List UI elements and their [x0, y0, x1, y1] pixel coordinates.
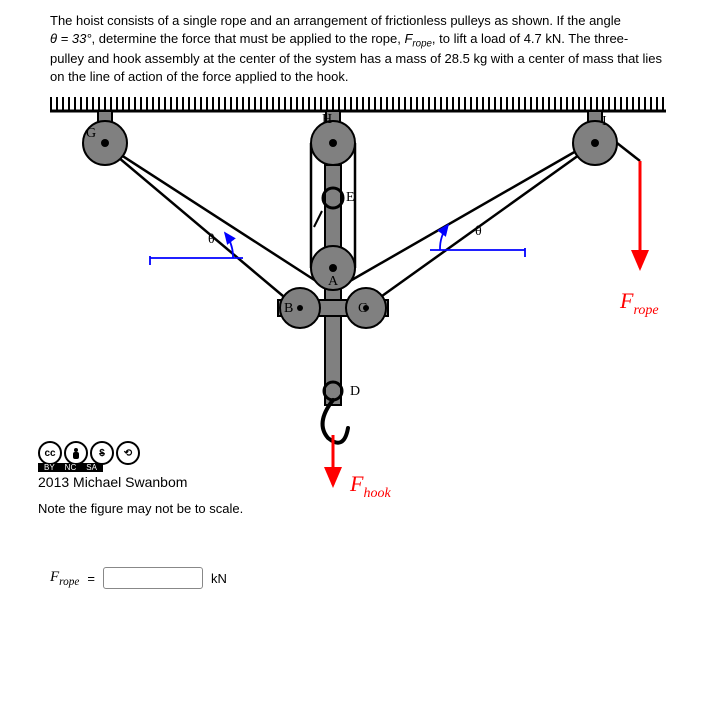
- svg-text:G: G: [86, 126, 96, 141]
- cc-icon: cc: [38, 441, 62, 465]
- by-icon: [64, 441, 88, 465]
- fhook-force-label: Fhook: [349, 471, 391, 501]
- ropes: [87, 131, 640, 296]
- answer-row: Frope = kN: [0, 543, 716, 589]
- scale-note: Note the figure may not be to scale.: [38, 501, 243, 516]
- frope-force-label: Frope: [619, 288, 659, 318]
- pulley-I: I: [573, 114, 617, 165]
- svg-text:C: C: [358, 301, 367, 316]
- svg-text:H: H: [322, 112, 332, 127]
- problem-line1c: , to lift a load of 4.7 kN. The three-: [432, 31, 628, 46]
- svg-text:D: D: [350, 384, 360, 399]
- svg-text:I: I: [602, 114, 607, 129]
- equals-sign: =: [87, 571, 95, 586]
- problem-line1b: , determine the force that must be appli…: [92, 31, 405, 46]
- ceiling-hatch: [50, 97, 666, 111]
- svg-text:A: A: [328, 274, 339, 289]
- hook-assembly: A E B C D: [278, 165, 388, 443]
- theta-right-label: θ: [475, 224, 482, 239]
- problem-line1a: The hoist consists of a single rope and …: [50, 13, 621, 28]
- problem-line2: pulley and hook assembly at the center o…: [50, 51, 662, 66]
- units-label: kN: [211, 571, 227, 586]
- cc-license: cc $ ⟲ BYNCSA 2013 Michael Swanbom: [38, 441, 187, 490]
- svg-text:E: E: [346, 190, 355, 205]
- problem-line3: on the line of action of the force appli…: [50, 69, 349, 84]
- cc-attribution: 2013 Michael Swanbom: [38, 474, 187, 490]
- pulley-G: G: [83, 121, 127, 165]
- nc-icon: $: [90, 441, 114, 465]
- sa-icon: ⟲: [116, 441, 140, 465]
- answer-label: Frope: [50, 569, 79, 588]
- theta-expr: θ = 33°: [50, 31, 92, 46]
- frope-sub: rope: [412, 38, 432, 49]
- diagram: G H I A E B C D: [0, 93, 716, 543]
- frope-input[interactable]: [103, 567, 203, 589]
- problem-statement: The hoist consists of a single rope and …: [0, 12, 716, 93]
- svg-text:B: B: [284, 301, 293, 316]
- theta-left-label: θ: [208, 232, 215, 247]
